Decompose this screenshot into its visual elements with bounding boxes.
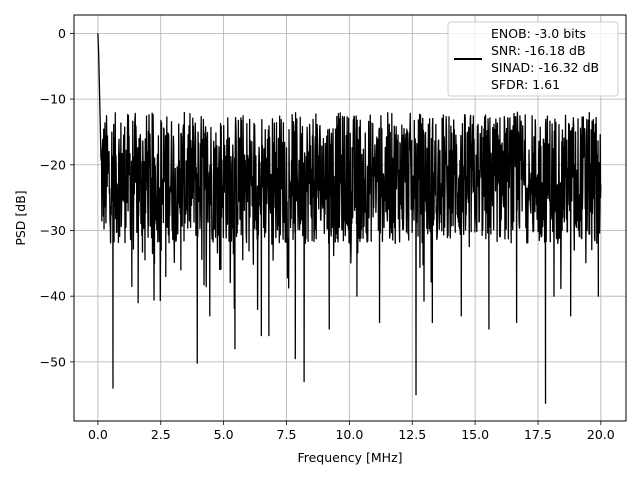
x-tick: 10.0 bbox=[335, 421, 363, 442]
y-tick: −50 bbox=[40, 354, 74, 369]
x-tick-label: 10.0 bbox=[335, 427, 363, 442]
y-tick: −20 bbox=[40, 157, 74, 172]
x-tick-label: 2.5 bbox=[151, 427, 171, 442]
y-tick-label: −30 bbox=[40, 223, 66, 238]
legend-snr: SNR: -16.18 dB bbox=[491, 43, 586, 58]
psd-series-line bbox=[97, 33, 602, 404]
x-tick-label: 20.0 bbox=[587, 427, 615, 442]
y-tick-label: −50 bbox=[40, 354, 66, 369]
plot-frame bbox=[73, 14, 627, 422]
legend-box bbox=[447, 21, 619, 97]
x-tick-label: 15.0 bbox=[461, 427, 489, 442]
series-group bbox=[97, 33, 602, 404]
legend-sinad: SINAD: -16.32 dB bbox=[491, 60, 599, 75]
y-axis-label: PSD [dB] bbox=[13, 190, 28, 245]
x-tick-label: 12.5 bbox=[398, 427, 426, 442]
legend: ENOB: -3.0 bits SNR: -16.18 dB SINAD: -1… bbox=[447, 21, 619, 97]
x-axis-label: Frequency [MHz] bbox=[297, 450, 402, 465]
x-tick-label: 17.5 bbox=[524, 427, 552, 442]
legend-enob: ENOB: -3.0 bits bbox=[491, 26, 586, 41]
x-tick-label: 7.5 bbox=[277, 427, 297, 442]
y-tick: −40 bbox=[40, 289, 74, 304]
x-tick: 17.5 bbox=[524, 421, 552, 442]
y-tick-label: −20 bbox=[40, 157, 66, 172]
y-tick: −30 bbox=[40, 223, 74, 238]
legend-sfdr: SFDR: 1.61 bbox=[491, 77, 560, 92]
x-tick-label: 5.0 bbox=[214, 427, 234, 442]
y-axis: 0 −10 −20 −30 −40 −50 bbox=[40, 26, 74, 369]
x-axis: 0.0 2.5 5.0 7.5 10.0 12.5 15.0 17.5 20.0 bbox=[88, 421, 615, 442]
y-tick-label: −10 bbox=[40, 92, 66, 107]
x-tick: 15.0 bbox=[461, 421, 489, 442]
y-tick: −10 bbox=[40, 92, 74, 107]
x-tick: 2.5 bbox=[151, 421, 171, 442]
x-tick: 5.0 bbox=[214, 421, 234, 442]
x-tick: 12.5 bbox=[398, 421, 426, 442]
x-tick-label: 0.0 bbox=[88, 427, 108, 442]
y-tick-label: −40 bbox=[40, 289, 66, 304]
y-tick-label: 0 bbox=[58, 26, 66, 41]
x-tick: 0.0 bbox=[88, 421, 108, 442]
x-tick: 7.5 bbox=[277, 421, 297, 442]
x-tick: 20.0 bbox=[587, 421, 615, 442]
y-tick: 0 bbox=[58, 26, 74, 41]
